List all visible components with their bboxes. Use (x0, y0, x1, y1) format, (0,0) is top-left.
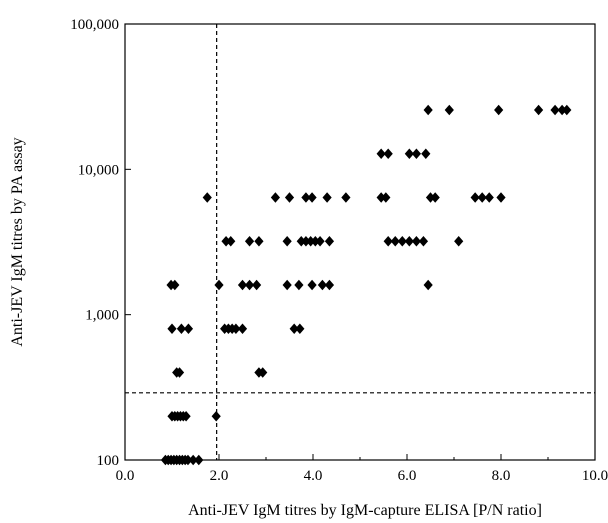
x-axis-label: Anti-JEV IgM titres by IgM-capture ELISA… (188, 502, 542, 519)
data-point (226, 236, 236, 247)
data-point (310, 236, 320, 247)
data-point (181, 411, 191, 422)
data-point (194, 454, 204, 466)
data-point (444, 104, 454, 116)
data-point (425, 192, 436, 203)
data-point (252, 279, 262, 291)
data-point (270, 192, 280, 203)
data-point (183, 454, 193, 466)
y-tick-label: 100,000 (70, 17, 119, 33)
x-tick-label: 6.0 (398, 468, 417, 484)
data-point (421, 148, 431, 159)
data-point (244, 236, 255, 247)
data-point (295, 323, 305, 334)
data-point (562, 104, 572, 116)
data-points (160, 104, 572, 466)
data-point (454, 236, 464, 247)
y-tick-label: 1,000 (85, 308, 119, 324)
data-point (174, 367, 185, 378)
data-point (341, 192, 351, 203)
data-point (188, 454, 198, 466)
data-point (550, 104, 560, 116)
data-point (324, 236, 335, 247)
data-point (390, 236, 400, 247)
data-point (418, 236, 429, 247)
data-point (237, 279, 248, 291)
data-point (322, 192, 332, 203)
x-tick-label: 0.0 (116, 468, 135, 484)
data-point (289, 323, 299, 334)
data-point (423, 279, 433, 291)
data-point (244, 279, 255, 291)
data-point (221, 236, 231, 247)
data-point (301, 192, 311, 203)
data-point (307, 279, 317, 291)
x-tick-label: 10.0 (582, 468, 608, 484)
data-point (284, 192, 295, 203)
data-point (315, 236, 325, 247)
data-point (296, 236, 306, 247)
data-point (534, 104, 544, 116)
data-point (211, 411, 221, 422)
data-point (376, 148, 386, 159)
x-axis: 0.0 2.0 4.0 6.0 8.0 10.0 (116, 454, 608, 484)
data-point (381, 192, 391, 203)
data-point (423, 104, 433, 116)
data-point (202, 192, 212, 203)
data-point (282, 236, 292, 247)
data-point (484, 192, 494, 203)
data-point (282, 279, 292, 291)
data-point (214, 279, 224, 291)
data-point (383, 148, 393, 159)
data-point (494, 104, 504, 116)
data-point (317, 279, 327, 291)
x-tick-label: 4.0 (304, 468, 323, 484)
data-point (301, 236, 311, 247)
reference-lines (125, 24, 595, 460)
data-point (258, 367, 268, 378)
data-point (557, 104, 567, 116)
data-point (183, 323, 194, 334)
y-tick-label: 10,000 (78, 162, 119, 178)
data-point (294, 279, 304, 291)
data-point (231, 323, 241, 334)
data-point (470, 192, 480, 203)
data-point (170, 279, 180, 291)
y-tick-label: 100 (97, 453, 120, 469)
data-point (397, 236, 407, 247)
data-point (376, 192, 386, 203)
data-point (496, 192, 506, 203)
data-point (383, 236, 393, 247)
data-point (324, 279, 335, 291)
x-tick-label: 8.0 (492, 468, 511, 484)
data-point (167, 323, 177, 334)
data-point (477, 192, 487, 203)
data-point (430, 192, 440, 203)
data-point (307, 192, 317, 203)
data-point (254, 236, 264, 247)
data-point (404, 148, 414, 159)
data-point (176, 323, 186, 334)
x-tick-label: 2.0 (210, 468, 229, 484)
y-axis: 100 1,000 10,000 100,000 (70, 17, 131, 469)
data-point (404, 236, 414, 247)
plot-frame (124, 23, 596, 461)
data-point (237, 323, 248, 334)
data-point (306, 236, 316, 247)
y-axis-label: Anti-JEV IgM titres by PA assay (9, 137, 26, 346)
data-point (411, 148, 421, 159)
data-point (411, 236, 421, 247)
